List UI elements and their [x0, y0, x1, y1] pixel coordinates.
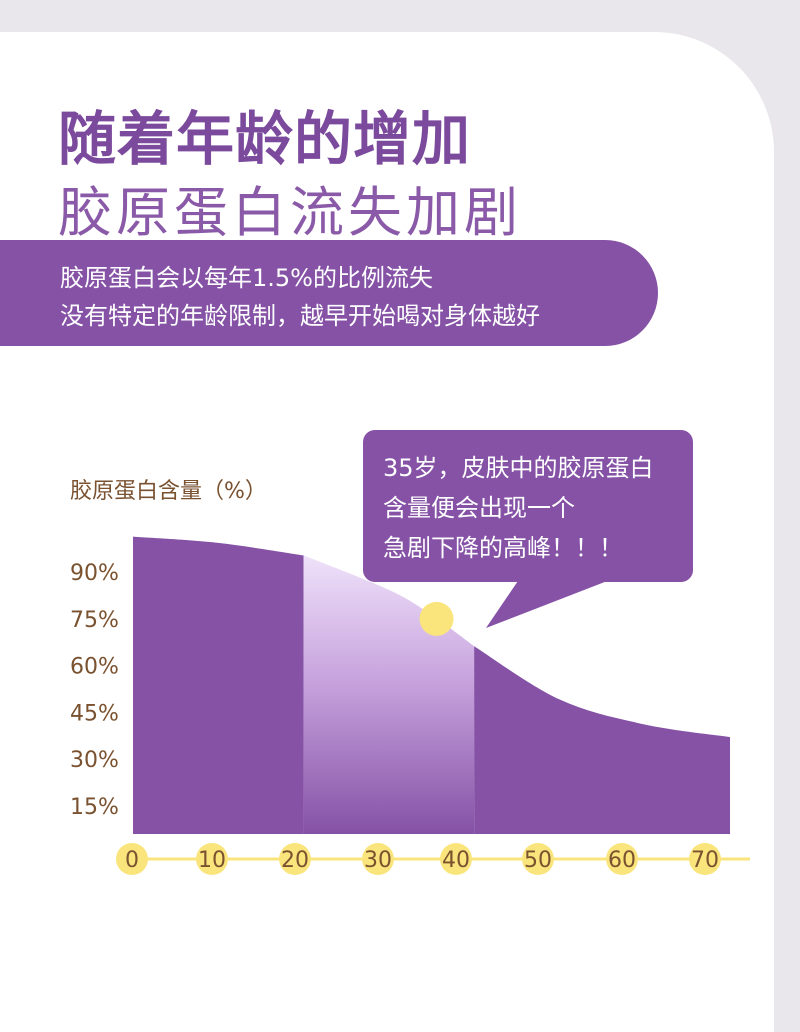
x-tick-label: 60 [608, 848, 636, 873]
y-tick-label: 90% [70, 561, 119, 586]
area-segment-after-highlight [474, 646, 730, 834]
y-tick-label: 30% [70, 748, 119, 773]
x-tick-dot [440, 843, 472, 875]
x-tick-label: 20 [281, 848, 309, 873]
speech-bubble-callout: 35岁，皮肤中的胶原蛋白 含量便会出现一个 急剧下降的高峰！！！ [363, 430, 693, 582]
y-tick-label: 45% [70, 701, 119, 726]
x-tick-dot [606, 843, 638, 875]
callout-pointer [486, 578, 615, 628]
banner-line-2: 没有特定的年龄限制，越早开始喝对身体越好 [60, 302, 540, 330]
area-segment-highlight [303, 555, 475, 834]
callout-line-1: 35岁，皮肤中的胶原蛋白 [383, 454, 654, 482]
peak-marker [419, 601, 454, 636]
x-tick-label: 10 [198, 848, 226, 873]
x-tick-label: 40 [442, 848, 470, 873]
x-tick-dot [279, 843, 311, 875]
callout-line-3: 急剧下降的高峰！！！ [383, 534, 623, 562]
x-tick-label: 50 [524, 848, 552, 873]
y-tick-label: 15% [70, 795, 119, 820]
x-tick-label: 70 [691, 848, 719, 873]
headline: 随着年龄的增加 [58, 105, 472, 173]
area-segment-before-highlight [133, 536, 304, 834]
x-tick-dot [522, 843, 554, 875]
callout-text: 35岁，皮肤中的胶原蛋白 含量便会出现一个 急剧下降的高峰！！！ [383, 448, 683, 568]
x-tick-dot [116, 843, 148, 875]
callout-line-2: 含量便会出现一个 [383, 494, 575, 522]
x-tick-label: 30 [364, 848, 392, 873]
banner-line-1: 胶原蛋白会以每年1.5%的比例流失 [60, 264, 433, 292]
x-tick-dot [689, 843, 721, 875]
y-tick-label: 75% [70, 608, 119, 633]
subheadline: 胶原蛋白流失加剧 [58, 181, 522, 244]
x-tick-label: 0 [125, 848, 139, 873]
info-banner: 胶原蛋白会以每年1.5%的比例流失 没有特定的年龄限制，越早开始喝对身体越好 [0, 240, 658, 346]
y-axis-label: 胶原蛋白含量（%） [70, 479, 267, 504]
x-tick-dot [196, 843, 228, 875]
y-tick-label: 60% [70, 655, 119, 680]
x-tick-dot [362, 843, 394, 875]
